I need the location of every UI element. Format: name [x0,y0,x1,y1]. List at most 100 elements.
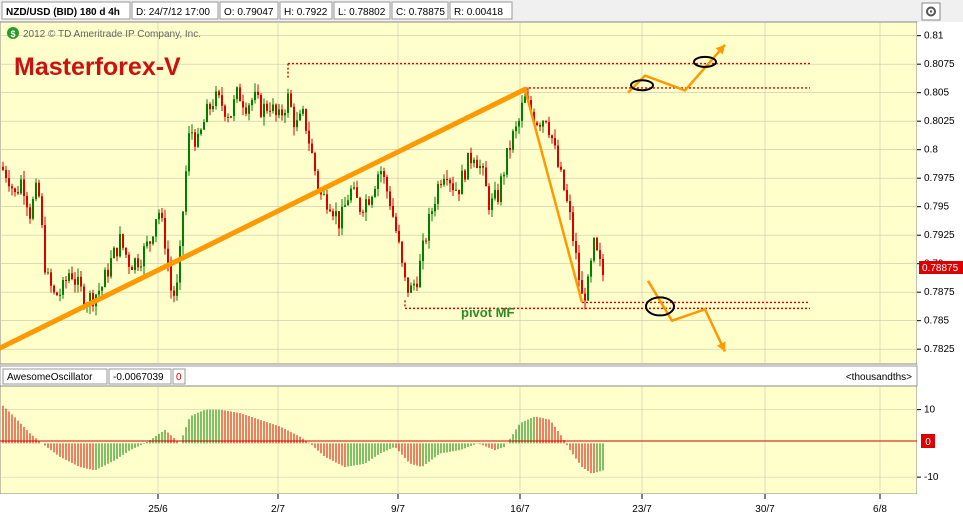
candle-body [71,273,73,280]
trend-annotations [0,43,727,353]
candle-body [533,111,535,123]
low-box [333,1,391,20]
candle-body [326,194,328,210]
date-axis [0,494,963,521]
candle-body [269,110,271,112]
price-axis [917,22,963,364]
high-text: H: 0.7922 [284,7,328,18]
candle-body [422,240,424,261]
candles-group [2,83,604,316]
date-box [131,1,219,20]
candle-body [149,241,151,244]
candle-body [377,174,379,189]
osc-tick-label: -10 [924,472,939,483]
candle-body [152,236,154,244]
candle-body [455,189,457,191]
symbol-box[interactable] [1,1,131,20]
candle-body [575,241,577,253]
candle-body [569,201,571,213]
oscillator-name-box[interactable] [2,368,108,385]
date-tick-label: 25/6 [148,504,168,515]
candle-body [590,260,592,277]
candle-body [47,272,49,274]
high-box [279,1,333,20]
candle-body [560,166,562,170]
oscillator-name: AwesomeOscillator [7,372,93,383]
candle-body [554,138,556,146]
candle-body [440,183,442,185]
oscillator-pane [0,385,918,495]
candle-body [197,133,199,147]
candle-body [572,212,574,242]
candle-body [461,170,463,195]
candle-body [173,290,175,296]
candle-body [230,116,232,118]
candle-body [227,116,229,118]
candle-body [410,285,412,293]
candle-body [557,145,559,167]
candle-body [425,240,427,242]
candle-body [143,246,145,267]
candle-body [302,108,304,114]
price-tick-label: 0.785 [924,316,949,327]
candle-body [539,125,541,127]
candle-body [101,287,103,291]
candle-body [542,120,544,127]
open-text: O: 0.79047 [224,7,274,18]
svg-text:$: $ [10,29,15,39]
candle-body [284,112,286,116]
candle-body [215,91,217,106]
candle-body [341,206,343,229]
candle-body [494,189,496,199]
candle-body [188,133,190,172]
arrow-down-head [716,341,726,352]
candle-body [65,279,67,281]
oscillator-bars [2,405,604,474]
candle-body [509,148,511,150]
ellipse-marker [630,79,654,92]
candle-body [107,269,109,277]
candle-body [359,197,361,212]
candle-body [599,250,601,259]
price-tick-label: 0.7975 [924,173,955,184]
gear-icon[interactable] [921,2,941,21]
candle-body [380,171,382,175]
oscillator-value: -0.0067039 [113,372,164,383]
candle-body [26,195,28,208]
price-gridlines [0,22,917,364]
candle-body [98,290,100,295]
candle-body [482,166,484,168]
price-tick-label: 0.7925 [924,230,955,241]
candle-body [431,211,433,215]
date-tick-label: 6/8 [873,504,887,515]
candle-body [41,196,43,226]
candle-body [296,120,298,128]
close-box [391,1,449,20]
oscillator-flag: 0 [176,372,182,383]
candle-body [416,283,418,288]
candle-body [290,93,292,107]
candle-body [35,182,37,200]
candle-body [146,241,148,247]
oscillator-gridlines [0,386,917,494]
green-circle-icon: $ [7,27,19,39]
candle-body [164,217,166,249]
candle-body [113,247,115,259]
candle-body [194,132,196,147]
trendline [0,86,528,351]
candle-body [233,99,235,117]
candle-body [2,166,4,170]
price-tick-label: 0.795 [924,202,949,213]
candle-body [398,230,400,242]
candle-body [329,209,331,212]
candle-body [578,252,580,281]
candle-body [401,241,403,263]
candle-body [344,205,346,207]
oscillator-axis-ticks: 10 -10 [917,405,939,483]
candle-body [239,87,241,102]
candle-body [437,183,439,204]
ellipse-marker [645,296,675,317]
symbol-text: NZD/USD (BID) 180 d 4h [6,7,120,18]
open-box [219,1,279,20]
